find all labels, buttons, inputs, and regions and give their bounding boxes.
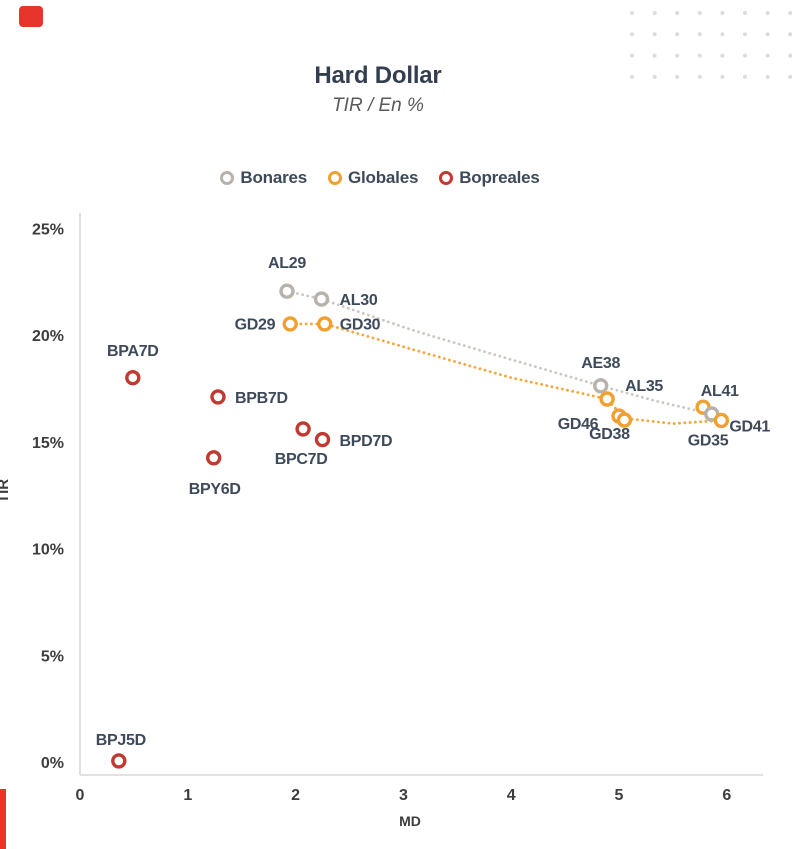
x-axis-tick-label: 4	[507, 787, 516, 804]
grid-dot	[720, 53, 725, 58]
data-point-ring	[313, 291, 330, 307]
data-point-label: GD46	[558, 416, 599, 433]
grid-dot	[765, 32, 770, 37]
grid-dot	[675, 11, 680, 15]
data-point-label: GD30	[340, 316, 381, 333]
legend-item-globales: Globales	[328, 168, 418, 188]
data-point-label: BPA7D	[107, 343, 159, 360]
data-point-label: AE38	[581, 355, 620, 372]
x-axis-title: MD	[399, 813, 421, 829]
y-axis-tick-label: 10%	[32, 542, 64, 559]
legend-item-bopreales: Bopreales	[439, 168, 540, 188]
x-axis-tick-label: 0	[76, 787, 85, 804]
x-axis-tick-label: 1	[183, 787, 192, 804]
grid-dot	[720, 74, 725, 79]
legend-item-label: Globales	[348, 168, 419, 187]
data-point-label: BPB7D	[235, 390, 288, 407]
grid-dot	[720, 11, 725, 15]
chart-title: Hard Dollar	[314, 62, 442, 89]
grid-dot	[630, 74, 634, 79]
data-point-ring	[713, 412, 730, 429]
data-point-ring	[317, 316, 333, 332]
grid-dot	[788, 53, 793, 58]
y-axis-title: TIR	[0, 479, 12, 503]
y-axis-tick-label: 25%	[32, 221, 64, 238]
x-axis-tick-label: 3	[399, 787, 408, 804]
grid-dot	[630, 53, 634, 58]
grid-dot	[630, 11, 634, 15]
data-point-ring	[593, 378, 609, 394]
data-point-label: AL29	[268, 255, 306, 272]
chart-legend: Bonares Globales Bopreales	[0, 168, 760, 188]
grid-dot	[743, 32, 747, 37]
data-point-label: AL30	[340, 292, 378, 309]
x-axis-tick-label: 5	[615, 787, 624, 804]
grid-dot	[765, 53, 770, 58]
grid-dot	[652, 53, 657, 58]
data-point-label: BPC7D	[275, 451, 328, 468]
legend-ring-icon	[220, 171, 235, 185]
y-axis-tick-label: 15%	[32, 435, 64, 452]
grid-dot	[630, 32, 634, 37]
grid-dot	[675, 32, 680, 37]
data-point-label: AL35	[625, 378, 663, 395]
red-accent-bar	[0, 789, 6, 849]
grid-dot	[652, 32, 657, 37]
data-point-ring	[125, 370, 141, 386]
legend-item-label: Bopreales	[459, 168, 540, 187]
data-point-ring	[111, 753, 127, 769]
grid-dot	[765, 11, 770, 15]
grid-dot	[788, 74, 793, 79]
data-point-ring	[314, 431, 331, 448]
x-axis-tick-label: 2	[291, 787, 300, 804]
y-axis-tick-label: 0%	[41, 755, 64, 772]
x-axis-tick-label: 6	[722, 787, 731, 804]
data-point-label: BPD7D	[340, 433, 393, 450]
data-point-label: GD29	[235, 316, 276, 333]
data-point-label: GD35	[688, 433, 729, 450]
grid-dot	[675, 53, 680, 58]
data-point-ring	[295, 421, 311, 437]
data-point-label: AL41	[701, 383, 739, 400]
grid-dot	[788, 32, 793, 37]
data-point-ring	[599, 391, 615, 407]
data-point-label: GD41	[729, 418, 770, 435]
data-point-ring	[616, 412, 633, 428]
trendline	[285, 289, 714, 416]
data-point-label: BPJ5D	[96, 732, 146, 749]
legend-item-bonares: Bonares	[220, 168, 307, 188]
grid-dot	[788, 11, 793, 15]
data-point-label: GD38	[589, 426, 630, 443]
data-point-ring	[205, 450, 222, 466]
grid-dot	[652, 74, 657, 79]
grid-dot	[697, 53, 702, 58]
grid-dot	[743, 74, 747, 79]
grid-dot	[697, 11, 702, 15]
legend-ring-icon	[439, 171, 454, 185]
legend-item-label: Bonares	[240, 168, 307, 187]
y-axis-tick-label: 5%	[41, 648, 64, 665]
grid-dot	[697, 74, 702, 79]
grid-dot	[652, 11, 657, 15]
legend-ring-icon	[328, 171, 342, 185]
data-point-ring	[282, 316, 298, 332]
grid-dot	[720, 32, 725, 37]
data-point-ring	[210, 389, 226, 405]
grid-dot	[765, 74, 770, 79]
grid-dot	[697, 32, 702, 37]
chart-subtitle: TIR / En %	[332, 95, 424, 116]
grid-dot	[743, 53, 747, 58]
y-axis-tick-label: 20%	[32, 328, 64, 345]
data-point-ring	[279, 283, 295, 299]
grid-dot	[675, 74, 680, 79]
dot-grid-decoration	[630, 11, 793, 79]
grid-dot	[743, 11, 747, 15]
data-point-label: BPY6D	[189, 481, 241, 498]
red-logo-fragment	[19, 6, 43, 27]
trendline	[288, 322, 723, 426]
